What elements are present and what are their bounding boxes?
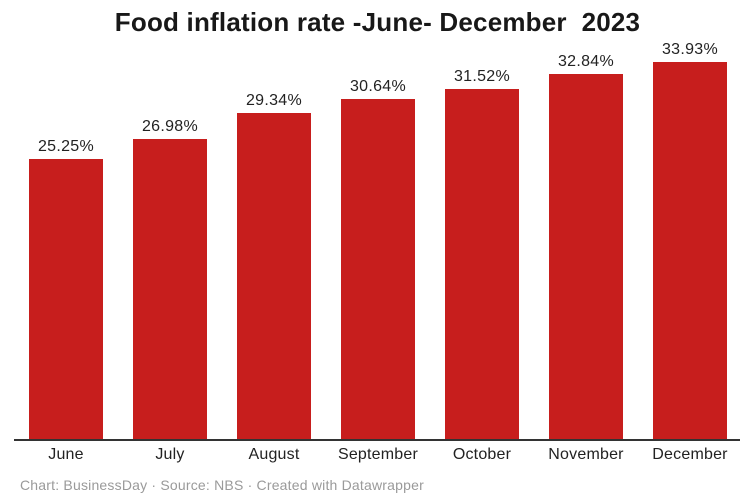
- value-label-november: 32.84%: [557, 53, 615, 71]
- x-tick-label-june: June: [48, 446, 84, 463]
- x-axis-line: [14, 439, 740, 441]
- x-tick-label-august: August: [248, 446, 300, 463]
- x-tick-label-december: December: [652, 446, 728, 463]
- value-label-july: 26.98%: [141, 118, 199, 136]
- bar-august: [237, 113, 311, 440]
- value-label-june: 25.25%: [37, 137, 95, 155]
- bar-november: [549, 74, 623, 440]
- value-label-october: 31.52%: [453, 67, 511, 85]
- bar-september: [341, 98, 415, 440]
- chart-footer: Chart: BusinessDay · Source: NBS · Creat…: [20, 477, 424, 493]
- chart-title: Food inflation rate -June- December 2023: [114, 7, 641, 37]
- x-tick-label-september: September: [337, 446, 419, 463]
- bar-july: [133, 139, 207, 440]
- value-label-december: 33.93%: [661, 41, 719, 58]
- bar-december: [653, 62, 727, 440]
- bar-october: [445, 88, 519, 440]
- value-label-august: 29.34%: [245, 92, 303, 110]
- value-label-september: 30.64%: [349, 77, 407, 95]
- bar-june: [29, 158, 103, 440]
- x-tick-label-july: July: [155, 446, 185, 463]
- x-tick-label-november: November: [548, 446, 624, 463]
- x-tick-label-october: October: [452, 446, 512, 463]
